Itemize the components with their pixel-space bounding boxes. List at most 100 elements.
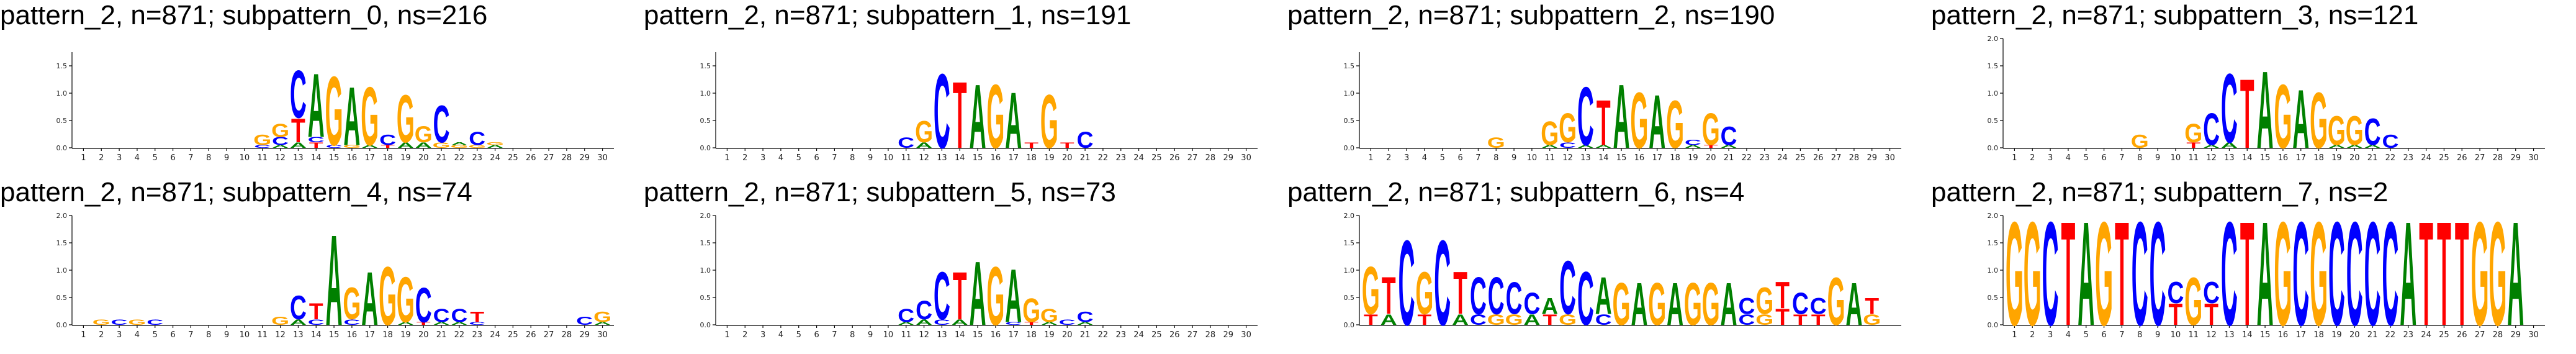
logo-letter-T: T [1453,259,1467,327]
logo-letter-T: T [1364,311,1378,329]
logo-letter-G: G [1505,311,1523,329]
x-tick-label: 14 [2242,330,2253,340]
logo-letter-C: C [1577,256,1594,342]
logo-letter-C: C [1738,294,1755,319]
logo-letter-C: C [1470,311,1487,329]
x-tick-label: 24 [490,330,500,340]
x-tick-label: 23 [2403,330,2413,340]
logo-letter-A: A [2257,49,2274,172]
logo-letter-C: C [1077,127,1094,153]
x-tick-label: 23 [1115,153,1126,163]
y-tick-label: 0.0 [700,321,711,329]
logo-letter-T: T [1596,86,1611,159]
logo-plot: 0.00.51.01.51 2 3 4 5 6 7 8 9 10 11 12 13 14 15 16 17 18 1… [56,52,614,166]
logo-letter-T: T [2061,192,2076,354]
logo-letter-A: A [2400,192,2416,354]
x-tick-label: 26 [1169,330,1180,340]
x-tick-label: 7 [832,330,837,340]
logo-plot: 0.00.51.01.52.01 2 3 4 5 6 7 8 9 10 11 12 13 14 15 16 17… [700,212,1258,345]
y-tick-label: 1.0 [56,266,68,275]
logo-letter-G: G [2471,192,2489,354]
x-tick-label: 2 [742,330,747,340]
logo-letter-T: T [2169,298,2183,332]
logo-letter-A: A [594,322,611,326]
x-tick-label: 19 [1688,153,1698,163]
x-tick-label: 9 [868,153,873,163]
logo-letter-G: G [325,57,343,166]
x-tick-label: 1 [81,330,86,340]
logo-letter-A: A [898,322,914,326]
x-tick-label: 5 [153,330,158,340]
logo-letter-G: G [593,308,611,325]
logo-letter-G: G [271,315,289,328]
logo-letter-G: G [397,263,415,336]
x-tick-label: 23 [2403,153,2413,163]
x-tick-label: 27 [2475,153,2485,163]
x-tick-label: 21 [436,153,447,163]
x-tick-label: 26 [1169,153,1180,163]
x-tick-label: 7 [188,330,193,340]
logo-letter-A: A [2507,192,2524,354]
x-tick-label: 30 [1241,153,1251,163]
x-tick-label: 28 [1205,153,1216,163]
logo-letter-C: C [343,318,360,327]
logo-letter-C: C [433,94,450,153]
x-tick-label: 8 [2137,153,2142,163]
logo-letter-C: C [898,134,914,152]
logo-letter-T: T [2437,192,2451,354]
y-tick-label: 2.0 [1344,212,1355,220]
x-tick-label: 7 [832,153,837,163]
logo-letter-T: T [2455,192,2469,354]
x-tick-label: 14 [955,153,965,163]
logo-letter-A: A [2221,141,2238,150]
logo-letter-G: G [128,318,146,327]
y-tick-label: 0.5 [56,117,68,125]
x-tick-label: 5 [1440,153,1445,163]
x-tick-label: 30 [1885,153,1895,163]
logo-letter-G: G [415,122,433,147]
x-tick-label: 10 [240,153,250,163]
logo-letter-T: T [1704,145,1719,149]
x-tick-label: 2 [99,330,104,340]
logo-letter-C: C [1721,122,1737,151]
x-tick-label: 16 [347,330,358,340]
y-tick-label: 1.5 [1344,239,1355,247]
logo-plot: 0.00.51.01.52.01 2 3 4 5 6 7 8 9 10 11 12 13 14 15 16 17… [1988,35,2545,172]
x-tick-label: 22 [2385,153,2396,163]
logo-letter-C: C [469,322,485,326]
x-tick-label: 17 [364,153,375,163]
logo-letter-C: C [308,318,325,327]
logo-letter-A: A [2078,192,2094,354]
x-tick-label: 8 [206,153,211,163]
x-tick-label: 25 [1795,153,1806,163]
x-tick-label: 22 [1742,153,1752,163]
logo-letter-A: A [1541,294,1558,319]
logo-letter-A: A [1613,65,1630,167]
logo-letter-G: G [986,65,1004,167]
logo-letter-A: A [272,145,289,149]
x-tick-label: 18 [2313,153,2324,163]
x-tick-label: 25 [1151,153,1162,163]
x-tick-label: 18 [1026,153,1037,163]
logo-panel-7: pattern_2, n=871; subpattern_7, ns=2 0.0 0… [1931,177,2552,354]
y-tick-label: 1.5 [56,62,68,70]
x-tick-label: 29 [2510,330,2521,340]
x-tick-label: 5 [796,153,801,163]
logo-letter-C: C [1685,138,1701,147]
x-tick-label: 21 [1080,153,1091,163]
x-tick-label: 18 [382,330,393,340]
x-tick-label: 9 [2155,330,2160,340]
logo-letter-C: C [2328,192,2345,354]
x-tick-label: 18 [382,153,393,163]
y-tick-label: 1.5 [1988,239,1999,247]
x-tick-label: 23 [1115,330,1126,340]
logo-letter-T: T [1382,266,1396,325]
logo-letter-G: G [2024,192,2042,354]
logo-panel-3: pattern_2, n=871; subpattern_3, ns=121 0.… [1931,0,2552,177]
x-tick-label: 6 [1457,153,1462,163]
x-tick-label: 11 [901,153,911,163]
x-tick-label: 3 [117,153,122,163]
x-tick-label: 4 [2066,153,2071,163]
x-tick-label: 24 [1777,153,1788,163]
